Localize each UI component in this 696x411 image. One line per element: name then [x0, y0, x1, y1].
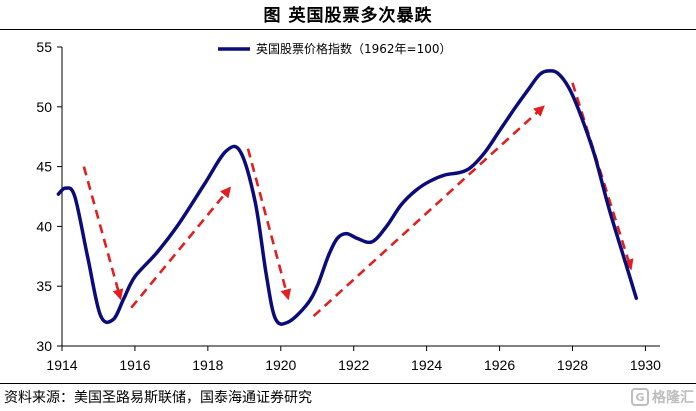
dashed-arrow-annotation: [246, 148, 292, 301]
watermark-logo-icon: G: [631, 388, 649, 406]
legend-label: 英国股票价格指数（1962年=100）: [256, 41, 452, 56]
x-tick-label: 1930: [630, 357, 661, 373]
line-chart: 30 35 40 45 50 55 1914 1916 1918 1920 1922 1924 1926…: [36, 39, 661, 373]
x-tick-label: 1922: [338, 357, 369, 373]
x-tick-label: 1916: [119, 357, 150, 373]
series-line: [56, 69, 639, 326]
y-tick-label: 30: [36, 338, 52, 354]
y-tick-label: 55: [36, 39, 52, 55]
source-rule: [0, 383, 696, 384]
x-tick-label: 1918: [192, 357, 223, 373]
figure-title: 图 英国股票多次暴跌: [263, 6, 433, 26]
y-tick-label: 45: [36, 159, 52, 175]
dashed-arrow-annotation: [130, 186, 232, 309]
x-tick-label: 1928: [557, 357, 588, 373]
y-tick-label: 40: [36, 218, 52, 234]
x-tick-label: 1924: [411, 357, 442, 373]
title-rule: [0, 29, 696, 30]
dashed-arrow-annotation: [312, 105, 545, 318]
series-layer: [56, 69, 639, 326]
x-tick-label: 1914: [46, 357, 77, 373]
axes: 30 35 40 45 50 55 1914 1916 1918 1920 1922 1924 1926…: [36, 39, 661, 373]
watermark-text: 格隆汇: [652, 390, 694, 406]
y-tick-label: 50: [36, 99, 52, 115]
source-note: 资料来源：美国圣路易斯联储，国泰海通证券研究: [4, 390, 312, 406]
watermark: G 格隆汇: [602, 386, 694, 408]
x-tick-label: 1926: [484, 357, 515, 373]
legend: 英国股票价格指数（1962年=100）: [218, 41, 452, 56]
x-tick-label: 1920: [265, 357, 296, 373]
dashed-arrow-annotation: [82, 166, 124, 301]
arrow-annotations: [82, 82, 634, 318]
y-tick-label: 35: [36, 278, 52, 294]
